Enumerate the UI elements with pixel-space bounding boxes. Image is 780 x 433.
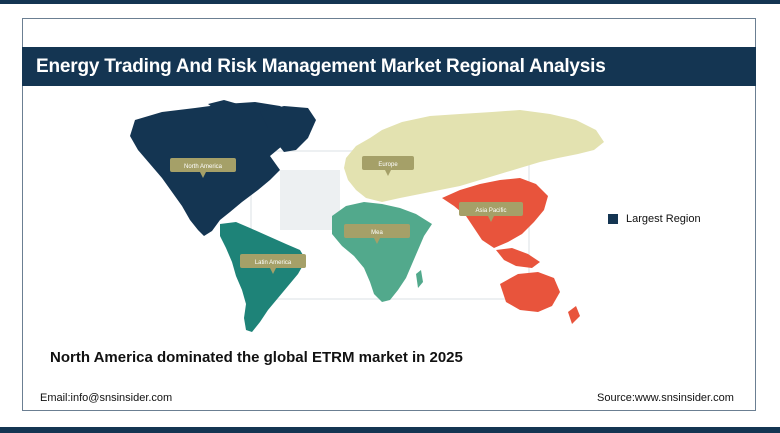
callout-europe: Europe xyxy=(362,156,414,176)
callout-asia-pacific-label: Asia Pacific xyxy=(475,208,506,214)
world-map: North America Europe Asia Pacific Mea La… xyxy=(130,100,604,332)
callout-mea: Mea xyxy=(344,224,410,244)
arctic-islands-shape xyxy=(208,100,238,110)
legend-swatch xyxy=(608,214,618,224)
callout-north-america-label: North America xyxy=(184,164,223,170)
callout-latin-america: Latin America xyxy=(240,254,306,274)
bottom-accent-bar xyxy=(0,427,780,433)
region-mea xyxy=(332,202,432,302)
southeast-asia-shape xyxy=(496,248,540,268)
mea-shape xyxy=(332,202,432,302)
region-europe xyxy=(344,110,604,202)
legend-label: Largest Region xyxy=(626,213,701,225)
summary-text: North America dominated the global ETRM … xyxy=(50,349,463,366)
new-zealand-shape xyxy=(568,306,580,324)
region-latin-america xyxy=(220,222,306,332)
footer-email: Email:info@snsinsider.com xyxy=(40,392,173,404)
callout-europe-label: Europe xyxy=(378,162,398,168)
latin-america-shape xyxy=(220,222,306,332)
callout-mea-label: Mea xyxy=(371,230,383,236)
europe-shape xyxy=(344,110,604,202)
madagascar-shape xyxy=(416,270,423,288)
footer-source: Source:www.snsinsider.com xyxy=(597,392,734,404)
australia-shape xyxy=(500,272,560,312)
callout-asia-pacific: Asia Pacific xyxy=(459,202,523,222)
top-accent-bar xyxy=(0,0,780,4)
callout-latin-america-label: Latin America xyxy=(255,260,292,266)
greenland-shape xyxy=(260,106,316,152)
brand-watermark xyxy=(250,150,530,300)
callout-north-america: North America xyxy=(170,158,236,178)
page-title: Energy Trading And Risk Management Marke… xyxy=(22,47,756,86)
region-asia-pacific xyxy=(442,178,580,324)
map-legend: Largest Region xyxy=(608,212,701,226)
